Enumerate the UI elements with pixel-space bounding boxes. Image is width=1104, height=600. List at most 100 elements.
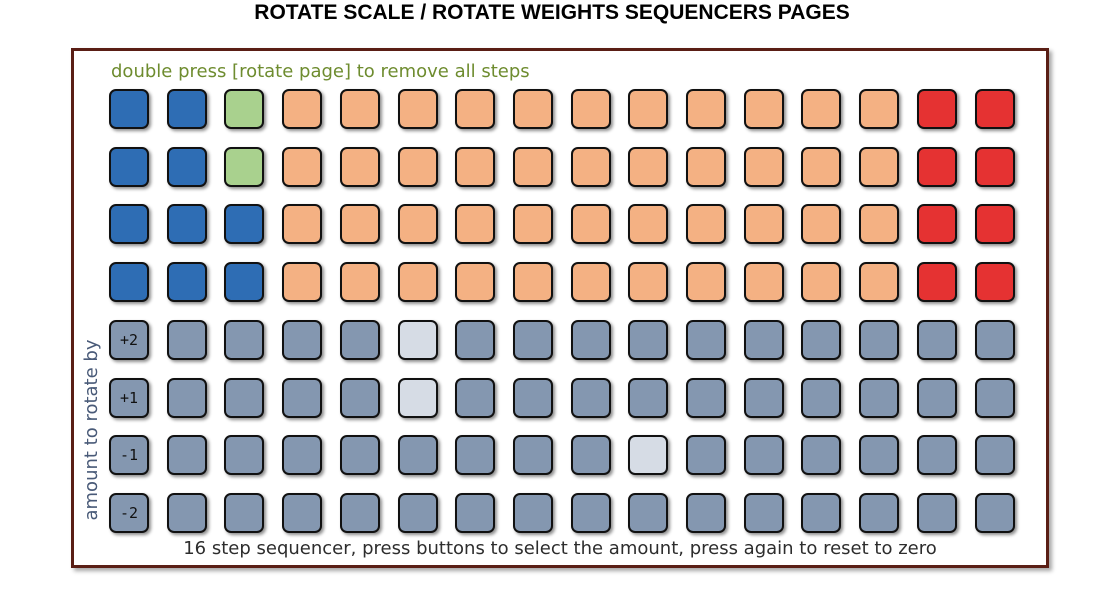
pad-row2-step12[interactable] <box>744 147 784 187</box>
pad-row1-step13[interactable] <box>801 89 841 129</box>
pad-row2-step8[interactable] <box>513 147 553 187</box>
amount-step[interactable] <box>167 435 207 475</box>
amount-step[interactable] <box>859 320 899 360</box>
pad-row1-step10[interactable] <box>628 89 668 129</box>
pad-row1-step8[interactable] <box>513 89 553 129</box>
amount-step[interactable] <box>686 320 726 360</box>
amount-step[interactable] <box>571 435 611 475</box>
pad-row4-step2[interactable] <box>167 262 207 302</box>
pad-row3-step8[interactable] <box>513 204 553 244</box>
pad-row2-step1[interactable] <box>109 147 149 187</box>
pad-row2-step9[interactable] <box>571 147 611 187</box>
amount-step[interactable] <box>917 320 957 360</box>
amount-step[interactable] <box>513 435 553 475</box>
amount-step[interactable] <box>686 435 726 475</box>
pad-row4-step16[interactable] <box>975 262 1015 302</box>
pad-row1-step5[interactable] <box>340 89 380 129</box>
amount-step[interactable] <box>398 493 438 533</box>
amount-step[interactable] <box>571 378 611 418</box>
amount-step[interactable] <box>571 320 611 360</box>
amount-label-button[interactable]: +2 <box>109 320 149 360</box>
amount-step[interactable] <box>801 435 841 475</box>
pad-row2-step7[interactable] <box>455 147 495 187</box>
amount-step[interactable] <box>455 320 495 360</box>
pad-row2-step3[interactable] <box>224 147 264 187</box>
pad-row2-step11[interactable] <box>686 147 726 187</box>
amount-step[interactable] <box>513 378 553 418</box>
pad-row4-step11[interactable] <box>686 262 726 302</box>
pad-row1-step2[interactable] <box>167 89 207 129</box>
pad-row2-step5[interactable] <box>340 147 380 187</box>
amount-step[interactable] <box>975 435 1015 475</box>
amount-step[interactable] <box>801 493 841 533</box>
pad-row1-step15[interactable] <box>917 89 957 129</box>
amount-step[interactable] <box>224 435 264 475</box>
pad-row4-step9[interactable] <box>571 262 611 302</box>
pad-row3-step13[interactable] <box>801 204 841 244</box>
amount-step-selected[interactable] <box>398 320 438 360</box>
pad-row4-step7[interactable] <box>455 262 495 302</box>
amount-step[interactable] <box>686 493 726 533</box>
amount-step[interactable] <box>340 493 380 533</box>
amount-step[interactable] <box>975 493 1015 533</box>
amount-step[interactable] <box>744 493 784 533</box>
pad-row4-step10[interactable] <box>628 262 668 302</box>
pad-row4-step14[interactable] <box>859 262 899 302</box>
pad-row2-step15[interactable] <box>917 147 957 187</box>
pad-row3-step3[interactable] <box>224 204 264 244</box>
pad-row2-step13[interactable] <box>801 147 841 187</box>
amount-step[interactable] <box>224 378 264 418</box>
amount-label-button[interactable]: -1 <box>109 435 149 475</box>
pad-row1-step7[interactable] <box>455 89 495 129</box>
pad-row3-step10[interactable] <box>628 204 668 244</box>
pad-row4-step15[interactable] <box>917 262 957 302</box>
pad-row1-step4[interactable] <box>282 89 322 129</box>
pad-row2-step10[interactable] <box>628 147 668 187</box>
amount-step[interactable] <box>859 435 899 475</box>
pad-row1-step3[interactable] <box>224 89 264 129</box>
pad-row1-step6[interactable] <box>398 89 438 129</box>
amount-step[interactable] <box>975 320 1015 360</box>
amount-step[interactable] <box>224 320 264 360</box>
amount-step[interactable] <box>628 493 668 533</box>
pad-row3-step4[interactable] <box>282 204 322 244</box>
pad-row2-step14[interactable] <box>859 147 899 187</box>
pad-row2-step6[interactable] <box>398 147 438 187</box>
pad-row1-step12[interactable] <box>744 89 784 129</box>
pad-row3-step1[interactable] <box>109 204 149 244</box>
amount-label-button[interactable]: +1 <box>109 378 149 418</box>
amount-step[interactable] <box>801 320 841 360</box>
amount-step[interactable] <box>455 493 495 533</box>
pad-row2-step4[interactable] <box>282 147 322 187</box>
amount-step[interactable] <box>859 378 899 418</box>
amount-step[interactable] <box>513 320 553 360</box>
amount-step[interactable] <box>975 378 1015 418</box>
pad-row3-step15[interactable] <box>917 204 957 244</box>
pad-row3-step12[interactable] <box>744 204 784 244</box>
amount-label-button[interactable]: -2 <box>109 493 149 533</box>
amount-step[interactable] <box>340 435 380 475</box>
amount-step[interactable] <box>513 493 553 533</box>
pad-row3-step7[interactable] <box>455 204 495 244</box>
pad-row4-step4[interactable] <box>282 262 322 302</box>
amount-step[interactable] <box>744 378 784 418</box>
pad-row1-step16[interactable] <box>975 89 1015 129</box>
amount-step[interactable] <box>917 435 957 475</box>
amount-step[interactable] <box>686 378 726 418</box>
pad-row2-step2[interactable] <box>167 147 207 187</box>
pad-row3-step14[interactable] <box>859 204 899 244</box>
pad-row1-step1[interactable] <box>109 89 149 129</box>
pad-row1-step11[interactable] <box>686 89 726 129</box>
amount-step[interactable] <box>744 320 784 360</box>
amount-step[interactable] <box>282 493 322 533</box>
pad-row1-step14[interactable] <box>859 89 899 129</box>
pad-row4-step6[interactable] <box>398 262 438 302</box>
amount-step-selected[interactable] <box>628 435 668 475</box>
pad-row4-step1[interactable] <box>109 262 149 302</box>
pad-row3-step9[interactable] <box>571 204 611 244</box>
amount-step[interactable] <box>398 435 438 475</box>
pad-row3-step2[interactable] <box>167 204 207 244</box>
amount-step[interactable] <box>917 378 957 418</box>
amount-step[interactable] <box>801 378 841 418</box>
pad-row3-step11[interactable] <box>686 204 726 244</box>
